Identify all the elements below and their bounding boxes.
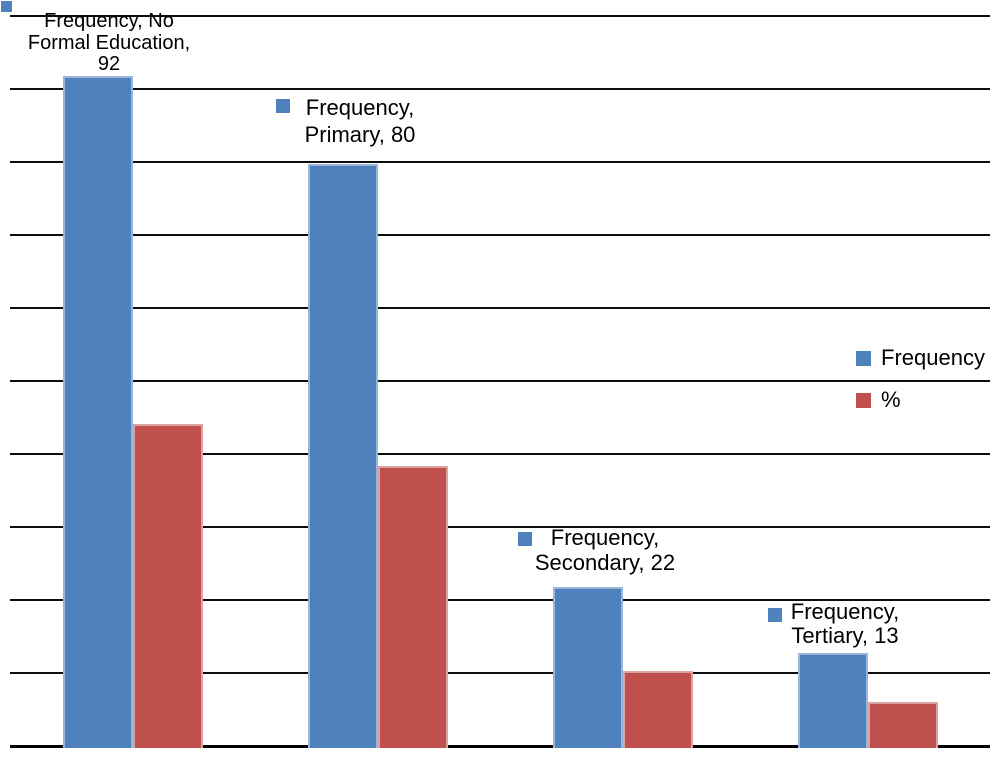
gridline xyxy=(10,88,990,90)
data-label-line: Frequency, xyxy=(550,525,660,550)
data-label-line: Primary, 80 xyxy=(304,122,416,147)
data-label-key-icon xyxy=(1,1,12,12)
bar-frequency-secondary[interactable] xyxy=(553,587,623,748)
data-label-line: Frequency, No xyxy=(44,10,174,32)
gridline xyxy=(10,526,990,528)
legend-swatch-frequency-icon xyxy=(856,350,871,366)
chart-legend: Frequency % xyxy=(856,345,985,429)
data-label-tertiary[interactable]: Frequency, Tertiary, 13 xyxy=(791,600,899,648)
gridline xyxy=(10,307,990,309)
legend-item-percent[interactable]: % xyxy=(856,387,985,413)
data-label-no-formal-education[interactable]: Frequency, No Formal Education, 92 xyxy=(27,10,191,76)
bar-frequency-tertiary[interactable] xyxy=(798,653,868,748)
data-label-key-icon xyxy=(768,608,782,622)
legend-label-frequency: Frequency xyxy=(881,345,985,370)
bar---tertiary[interactable] xyxy=(868,702,938,748)
legend-swatch-percent-icon xyxy=(856,392,871,408)
data-label-line: 92 xyxy=(97,53,121,75)
legend-label-percent: % xyxy=(881,387,901,412)
data-label-line: Frequency, xyxy=(790,599,900,624)
data-label-secondary[interactable]: Frequency, Secondary, 22 xyxy=(535,525,675,575)
bar---primary[interactable] xyxy=(378,466,448,748)
data-label-key-icon xyxy=(518,532,532,546)
data-label-primary[interactable]: Frequency, Primary, 80 xyxy=(305,94,416,148)
gridline xyxy=(10,15,990,17)
data-label-line: Formal Education, xyxy=(27,31,191,54)
gridline xyxy=(10,161,990,163)
data-label-line: Secondary, 22 xyxy=(534,550,676,575)
gridline xyxy=(10,599,990,601)
x-axis-line xyxy=(10,745,990,748)
data-label-key-icon xyxy=(276,99,290,113)
gridline xyxy=(10,672,990,674)
bar---secondary[interactable] xyxy=(623,670,693,748)
legend-item-frequency[interactable]: Frequency xyxy=(856,345,985,371)
data-label-line: Frequency, xyxy=(305,95,415,120)
bar-frequency-primary[interactable] xyxy=(308,164,378,748)
gridline xyxy=(10,234,990,236)
gridline xyxy=(10,453,990,455)
data-label-line: Tertiary, 13 xyxy=(791,623,899,648)
bar-frequency-no-formal-education[interactable] xyxy=(63,76,133,748)
bar---no-formal-education[interactable] xyxy=(133,423,203,748)
gridline xyxy=(10,380,990,382)
